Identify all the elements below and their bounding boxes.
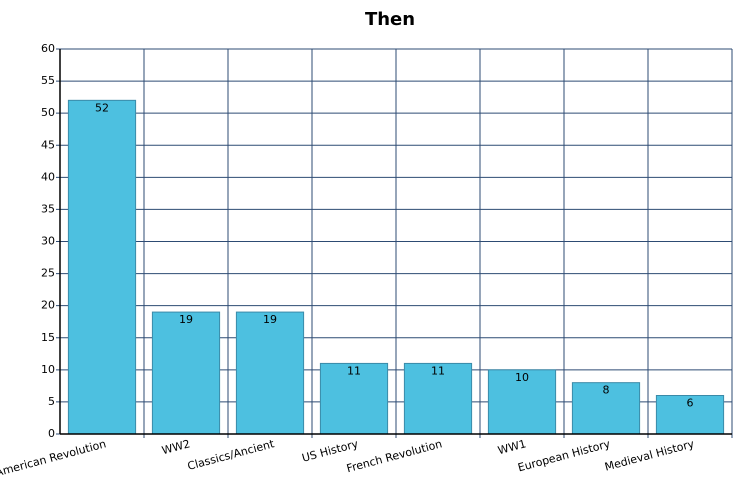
bar [235,311,305,435]
x-tick-label: European History [516,437,612,474]
bar [487,369,557,435]
data-label: 19 [179,313,193,326]
y-tick-label: 60 [41,42,55,55]
y-tick-label: 5 [48,395,55,408]
y-tick-label: 50 [41,106,55,119]
y-tick-label: 40 [41,170,55,183]
data-label: 19 [263,313,277,326]
y-tick-label: 20 [41,299,55,312]
bar [151,311,221,435]
bar [571,382,641,435]
chart-title: Then [365,9,415,30]
y-tick-label: 45 [41,138,55,151]
y-tick-label: 10 [41,363,55,376]
data-label: 11 [347,364,361,377]
y-tick-label: 30 [41,235,55,248]
data-label: 11 [431,364,445,377]
y-tick-label: 35 [41,202,55,215]
bar [403,362,473,435]
x-tick-label: WW1 [496,437,527,457]
x-tick-label: Classics/Ancient [186,437,276,473]
y-tick-label: 55 [41,74,55,87]
y-tick-label: 0 [48,427,55,440]
y-tick-label: 25 [41,267,55,280]
data-label: 8 [603,384,610,397]
x-tick-label: WW2 [160,437,191,457]
x-tick-label: French Revolution [345,437,443,475]
data-label: 52 [95,101,109,114]
data-label: 6 [687,397,694,410]
x-tick-label: Medieval History [603,437,696,473]
bar [319,362,389,435]
data-label: 10 [515,371,529,384]
y-tick-label: 15 [41,331,55,344]
bar [67,99,137,435]
x-tick-label: American Revolution [0,437,108,479]
bar [655,395,725,435]
